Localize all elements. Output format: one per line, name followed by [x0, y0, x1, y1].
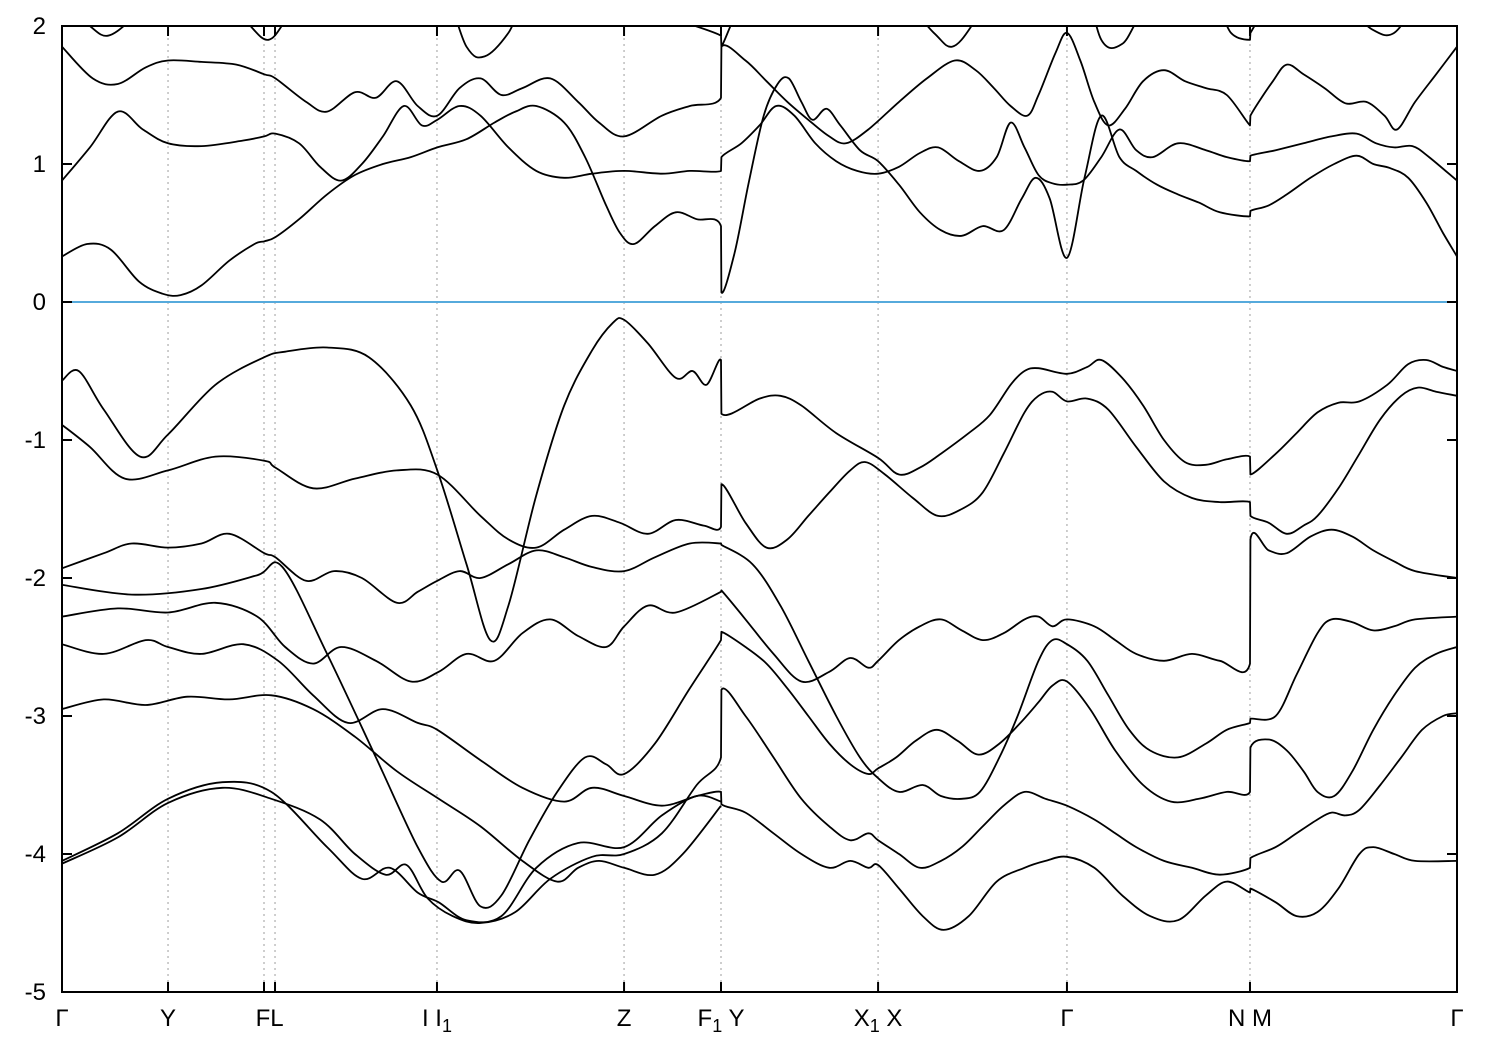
x-kpoint-label: Z [617, 1005, 632, 1032]
kpoint-label-text: Y [722, 1005, 744, 1032]
band-03 [62, 694, 722, 883]
band-12 [62, 31, 1457, 145]
kpoint-label-text: Γ [1450, 1005, 1463, 1032]
band-09 [62, 317, 1457, 643]
axes-group [61, 25, 1458, 993]
x-kpoint-label: X1 X [854, 1005, 903, 1036]
x-kpoint-label: FL [256, 1005, 284, 1032]
band-05 [62, 561, 1457, 909]
band-06 [62, 528, 1457, 684]
kpoint-label-subscript: 1 [870, 1016, 880, 1036]
y-tick-label: -5 [25, 979, 46, 1006]
kpoint-label-text: I [435, 1005, 442, 1032]
band-13 [88, 26, 1402, 59]
kpoint-label-text: I [422, 1005, 435, 1032]
kpoint-label-text: X [880, 1005, 903, 1032]
x-kpoint-label: I I1 [422, 1005, 452, 1036]
plot-border [61, 25, 1458, 993]
y-tick-label: 2 [33, 13, 46, 40]
band-10 [62, 76, 1457, 297]
kpoint-label-text: F [698, 1005, 713, 1032]
y-tick-label: -4 [25, 841, 46, 868]
x-kpoint-label: Y [160, 1005, 176, 1032]
kpoint-label-subscript: 1 [442, 1016, 452, 1036]
gridlines-group [167, 26, 1251, 992]
band-08 [62, 386, 1457, 550]
band-01 [62, 780, 722, 924]
x-kpoint-label: Γ [55, 1005, 68, 1032]
kpoint-label-text: Γ [55, 1005, 68, 1032]
x-kpoint-label: Γ [1450, 1005, 1463, 1032]
x-kpoint-label: N M [1228, 1005, 1272, 1032]
kpoint-label-text: Γ [1060, 1005, 1073, 1032]
kpoint-label-subscript: 1 [712, 1016, 722, 1036]
y-tick-label: 0 [33, 289, 46, 316]
band-07 [62, 532, 1457, 800]
kpoint-label-text: FL [256, 1005, 284, 1032]
band-11 [62, 104, 1457, 186]
kpoint-label-text: Y [160, 1005, 176, 1032]
band-02 [62, 687, 1457, 924]
kpoint-label-text: Z [617, 1005, 632, 1032]
x-kpoint-label: Γ [1060, 1005, 1073, 1032]
band-curves-group [62, 26, 1457, 931]
kpoint-label-text: N M [1228, 1005, 1272, 1032]
y-tick-label: 1 [33, 151, 46, 178]
y-tick-label: -1 [25, 427, 46, 454]
y-tick-label: -2 [25, 565, 46, 592]
x-kpoint-label: F1 Y [698, 1005, 745, 1036]
band-04 [62, 639, 1457, 931]
kpoint-label-text: X [854, 1005, 870, 1032]
y-tick-label: -3 [25, 703, 46, 730]
